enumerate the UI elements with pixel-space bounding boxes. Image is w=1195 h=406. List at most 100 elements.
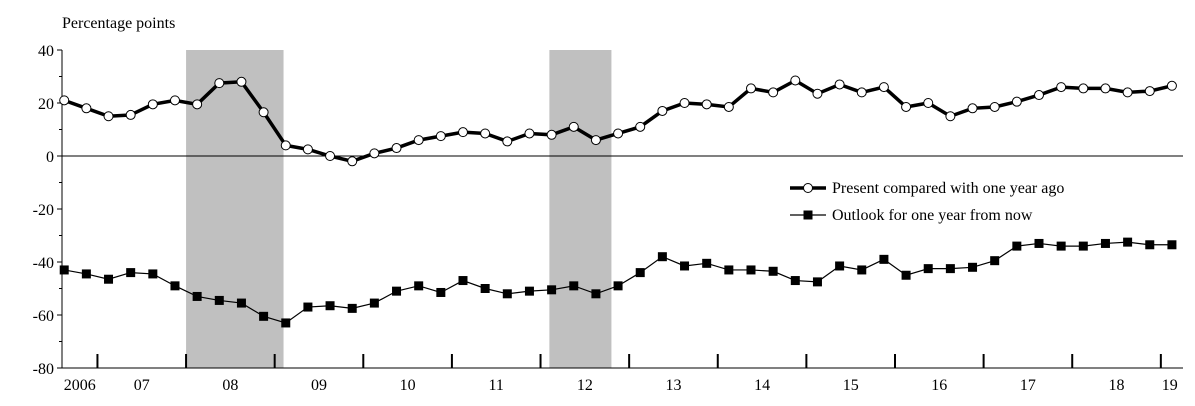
point — [546, 129, 557, 140]
point — [325, 301, 335, 311]
point — [680, 261, 690, 271]
legend-marker — [803, 210, 813, 220]
point — [745, 83, 756, 94]
point — [657, 252, 667, 262]
point — [945, 111, 956, 122]
point — [746, 265, 756, 275]
y-axis-label: Percentage points — [62, 15, 175, 32]
point — [990, 256, 1000, 266]
point — [613, 281, 623, 291]
point — [81, 269, 91, 279]
point — [258, 107, 269, 118]
x-tick-label: 14 — [754, 377, 770, 394]
point — [613, 128, 624, 139]
point — [635, 121, 646, 132]
point — [303, 302, 313, 312]
point — [103, 111, 114, 122]
point — [1145, 240, 1155, 250]
point — [568, 121, 579, 132]
point — [435, 131, 446, 142]
point — [236, 298, 246, 308]
point — [679, 98, 690, 108]
point — [192, 291, 202, 301]
point — [436, 287, 446, 297]
point — [901, 101, 912, 112]
point — [325, 151, 336, 161]
point — [967, 103, 978, 114]
point — [768, 266, 778, 276]
point — [502, 289, 512, 299]
point — [790, 75, 801, 86]
point — [812, 277, 822, 287]
point — [569, 281, 579, 291]
x-tick-label: 09 — [311, 377, 327, 394]
point — [878, 82, 889, 93]
y-tick-label: -20 — [33, 202, 54, 219]
point — [1167, 240, 1177, 250]
point — [192, 99, 203, 110]
point — [768, 87, 779, 98]
point — [59, 95, 70, 106]
point — [812, 88, 823, 99]
x-tick-label: 11 — [489, 377, 504, 394]
x-tick-label: 19 — [1162, 377, 1178, 394]
point — [857, 265, 867, 275]
point — [413, 135, 424, 146]
x-tick-label: 2006 — [64, 377, 96, 394]
point — [701, 99, 712, 110]
point — [547, 285, 557, 295]
point — [1078, 241, 1088, 251]
point — [724, 265, 734, 275]
y-tick-label: -80 — [33, 361, 54, 378]
y-tick-label: 40 — [38, 43, 54, 60]
shaded-period — [186, 50, 284, 368]
y-tick-label: 20 — [38, 96, 54, 113]
point — [524, 286, 534, 296]
y-tick-label: 0 — [46, 149, 54, 166]
point — [923, 98, 934, 108]
point — [1122, 87, 1133, 98]
point — [502, 136, 513, 147]
point — [347, 156, 358, 167]
point — [702, 258, 712, 268]
point — [169, 95, 180, 106]
shaded-period — [549, 50, 612, 368]
x-tick-label: 12 — [577, 377, 593, 394]
point — [790, 276, 800, 286]
point — [59, 265, 69, 275]
point — [1012, 241, 1022, 251]
point — [126, 268, 136, 278]
point — [879, 254, 889, 264]
point — [1056, 82, 1067, 93]
point — [281, 318, 291, 328]
y-tick-label: -40 — [33, 255, 54, 272]
x-tick-label: 13 — [665, 377, 681, 394]
point — [369, 298, 379, 308]
x-tick-label: 08 — [222, 377, 238, 394]
point — [1100, 83, 1111, 94]
point — [834, 79, 845, 90]
point — [214, 295, 224, 305]
point — [259, 311, 269, 321]
point — [302, 144, 313, 155]
x-tick-label: 16 — [931, 377, 947, 394]
legend-marker — [803, 183, 813, 193]
point — [901, 270, 911, 280]
point — [280, 140, 291, 151]
point — [1144, 86, 1155, 97]
point — [856, 87, 867, 98]
y-tick-label: -60 — [33, 308, 54, 325]
point — [391, 143, 402, 154]
point — [392, 286, 402, 296]
x-tick-label: 17 — [1020, 377, 1036, 394]
point — [923, 264, 933, 274]
point — [1056, 241, 1066, 251]
x-tick-label: 15 — [843, 377, 859, 394]
point — [723, 101, 734, 112]
point — [414, 281, 424, 291]
point — [590, 135, 601, 146]
point — [968, 262, 978, 272]
legend-label: Present compared with one year ago — [832, 180, 1064, 197]
point — [458, 276, 468, 286]
